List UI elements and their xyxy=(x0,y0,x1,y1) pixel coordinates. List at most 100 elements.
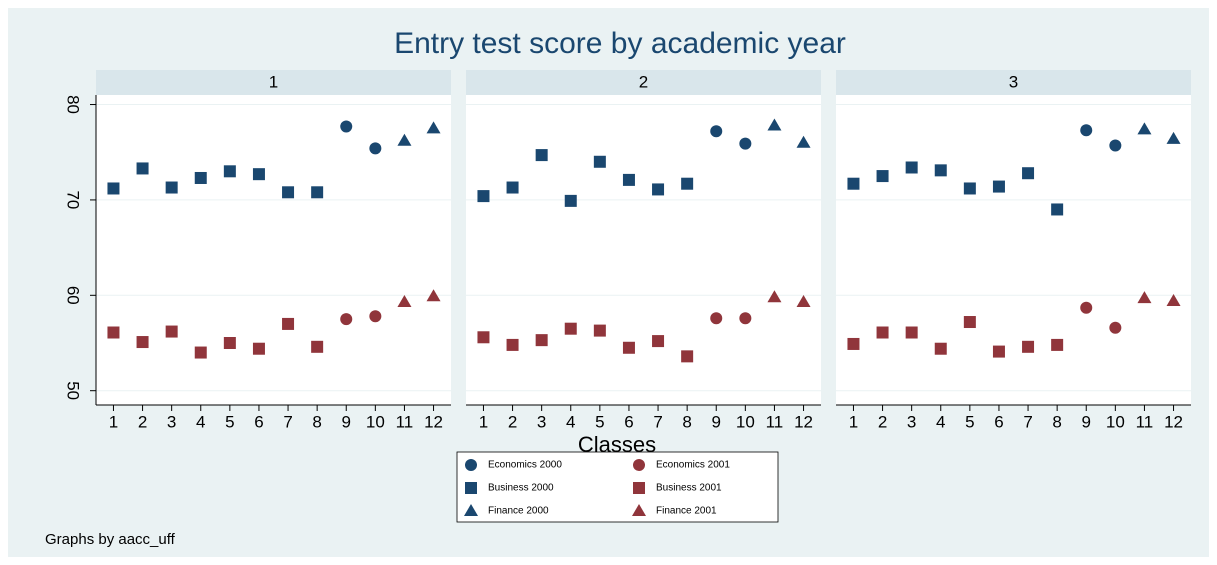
x-tick-label: 4 xyxy=(196,412,205,431)
data-point xyxy=(107,326,120,339)
data-point xyxy=(397,133,412,146)
data-point xyxy=(397,294,412,307)
data-point xyxy=(963,182,976,195)
x-tick-label: 7 xyxy=(283,412,292,431)
x-tick-label: 10 xyxy=(366,412,385,431)
data-point xyxy=(1051,338,1064,351)
legend-label: Finance 2000 xyxy=(488,506,549,517)
data-point xyxy=(1022,340,1035,353)
data-point xyxy=(136,162,149,175)
data-point xyxy=(934,342,947,355)
legend-marker xyxy=(633,482,645,494)
panel-header xyxy=(466,70,821,95)
x-tick-label: 2 xyxy=(138,412,147,431)
plot-area xyxy=(466,95,821,405)
data-point xyxy=(847,337,860,350)
data-point xyxy=(652,183,665,196)
data-point xyxy=(767,290,782,303)
legend-label: Business 2001 xyxy=(656,483,722,494)
data-point xyxy=(282,186,295,199)
y-tick-label: 60 xyxy=(64,286,83,305)
x-tick-label: 9 xyxy=(342,412,351,431)
x-tick-label: 8 xyxy=(1052,412,1061,431)
x-tick-label: 12 xyxy=(794,412,813,431)
data-point xyxy=(1166,294,1181,307)
data-point xyxy=(847,177,860,190)
x-tick-label: 1 xyxy=(109,412,118,431)
x-tick-label: 6 xyxy=(254,412,263,431)
data-point xyxy=(535,334,548,347)
data-point xyxy=(564,322,577,335)
data-point xyxy=(426,289,441,302)
data-point xyxy=(963,316,976,329)
data-point xyxy=(107,182,120,195)
data-point xyxy=(652,335,665,348)
data-point xyxy=(1137,291,1152,304)
note: Graphs by aacc_uff xyxy=(45,531,176,548)
data-point xyxy=(223,337,236,349)
data-point xyxy=(426,121,441,134)
x-tick-label: 11 xyxy=(766,412,784,431)
data-point xyxy=(477,331,490,344)
data-point xyxy=(905,161,918,174)
data-point xyxy=(477,190,490,203)
data-point xyxy=(506,338,519,351)
y-tick-label: 70 xyxy=(64,190,83,209)
x-tick-label: 11 xyxy=(1136,412,1154,431)
x-tick-label: 3 xyxy=(167,412,176,431)
data-point xyxy=(165,181,178,194)
data-point xyxy=(905,326,918,339)
data-point xyxy=(194,171,207,184)
x-tick-label: 12 xyxy=(424,412,443,431)
y-tick-label: 80 xyxy=(64,95,83,114)
data-point xyxy=(1109,139,1122,152)
data-point xyxy=(739,137,752,150)
data-point xyxy=(1080,301,1093,314)
x-tick-label: 1 xyxy=(479,412,488,431)
data-point xyxy=(165,325,178,338)
data-point xyxy=(681,177,694,190)
legend-marker xyxy=(464,504,478,516)
data-point xyxy=(622,341,635,354)
x-tick-label: 7 xyxy=(653,412,662,431)
data-point xyxy=(1137,122,1152,135)
x-tick-label: 3 xyxy=(907,412,916,431)
x-tick-label: 12 xyxy=(1164,412,1183,431)
data-point xyxy=(593,155,606,168)
legend-marker xyxy=(465,459,477,471)
x-tick-label: 10 xyxy=(1106,412,1125,431)
data-point xyxy=(710,125,723,138)
data-point xyxy=(593,324,606,337)
data-point xyxy=(223,165,236,178)
plot-area xyxy=(836,95,1191,405)
data-point xyxy=(681,350,694,363)
data-point xyxy=(1051,203,1064,216)
data-point xyxy=(194,346,207,359)
x-tick-label: 6 xyxy=(624,412,633,431)
x-tick-label: 8 xyxy=(312,412,321,431)
x-tick-label: 6 xyxy=(994,412,1003,431)
legend-label: Business 2000 xyxy=(488,483,554,494)
data-point xyxy=(311,340,324,353)
data-point xyxy=(252,342,265,355)
data-point xyxy=(739,312,752,325)
data-point xyxy=(369,142,382,155)
data-point xyxy=(796,294,811,307)
x-tick-label: 4 xyxy=(936,412,945,431)
panel-title: 3 xyxy=(1009,72,1018,91)
x-tick-label: 7 xyxy=(1023,412,1032,431)
x-tick-label: 2 xyxy=(878,412,887,431)
data-point xyxy=(1166,131,1181,144)
x-tick-label: 11 xyxy=(396,412,414,431)
legend-marker xyxy=(465,482,477,494)
data-point xyxy=(934,164,947,177)
legend-label: Economics 2001 xyxy=(656,460,730,471)
data-point xyxy=(767,118,782,131)
data-point xyxy=(1022,167,1035,180)
x-tick-label: 9 xyxy=(1082,412,1091,431)
data-point xyxy=(535,149,548,162)
data-point xyxy=(564,194,577,207)
legend-marker xyxy=(632,504,646,516)
panel-title: 2 xyxy=(639,72,648,91)
